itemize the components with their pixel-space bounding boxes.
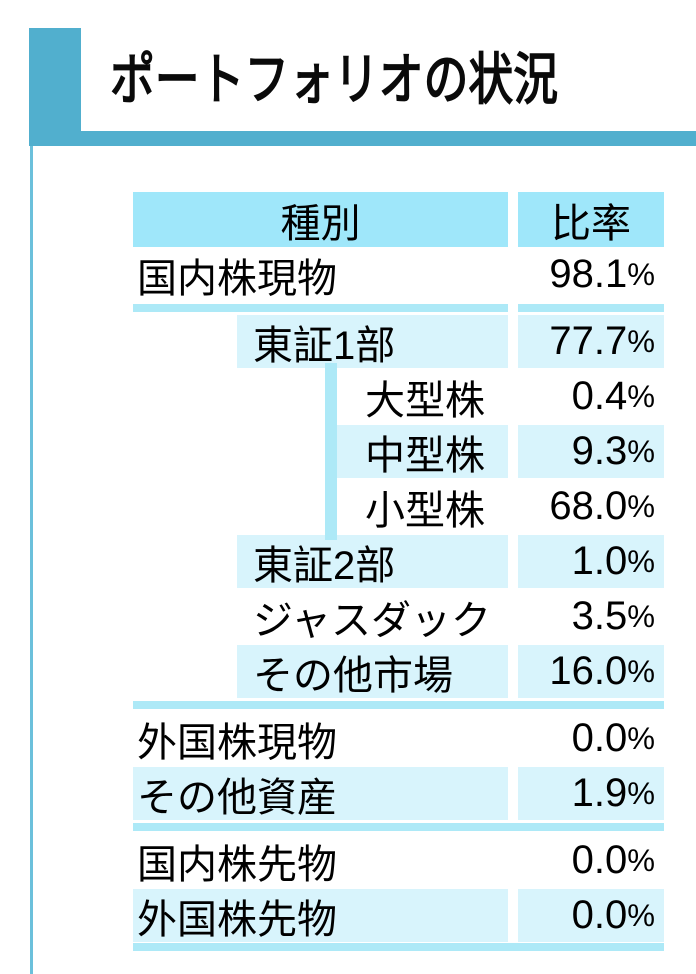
row-value: 0.4%: [571, 374, 655, 418]
row-value: 3.5%: [571, 594, 655, 638]
percent-sign: %: [627, 256, 655, 292]
row-value: 1.9%: [571, 771, 655, 815]
percent-sign: %: [627, 543, 655, 579]
row-value: 77.7%: [549, 319, 655, 363]
row-label: 小型株: [365, 488, 485, 533]
row-label: その他資産: [137, 775, 337, 820]
percent-sign: %: [627, 897, 655, 933]
row-label: 外国株先物: [137, 897, 337, 942]
percent-sign: %: [627, 323, 655, 359]
row-value: 0.0%: [571, 838, 655, 882]
value-cell-background: [518, 535, 664, 588]
indent-guide-bar: [325, 363, 337, 540]
row-label: 中型株: [365, 433, 485, 478]
row-value: 16.0%: [549, 649, 655, 693]
table-row: 外国株現物 0.0%: [133, 711, 664, 766]
value-cell-background: [518, 645, 664, 698]
table-row: 外国株先物 0.0%: [133, 888, 664, 943]
section-separator: [133, 701, 664, 709]
row-label: 国内株現物: [137, 256, 337, 301]
table-row: 国内株現物 98.1%: [133, 247, 664, 302]
percent-sign: %: [627, 598, 655, 634]
row-label: その他市場: [253, 653, 453, 698]
percent-sign: %: [627, 842, 655, 878]
table-row: 東証2部 1.0%: [133, 534, 664, 589]
title-underline-bar: [81, 131, 696, 146]
row-value: 0.0%: [571, 716, 655, 760]
value-cell-background: [518, 889, 664, 942]
row-value: 9.3%: [571, 429, 655, 473]
value-cell-background: [518, 315, 664, 368]
row-label: 東証2部: [253, 543, 396, 588]
table-row: その他資産 1.9%: [133, 766, 664, 821]
table-row: その他市場 16.0%: [133, 644, 664, 699]
percent-sign: %: [627, 378, 655, 414]
label-cell-background: [133, 889, 508, 942]
label-cell-background: [237, 535, 508, 588]
row-label: 国内株先物: [137, 842, 337, 887]
percent-sign: %: [627, 653, 655, 689]
label-cell-background: [337, 425, 508, 478]
row-value: 68.0%: [549, 484, 655, 528]
percent-sign: %: [627, 488, 655, 524]
label-cell-background: [237, 645, 508, 698]
section-separator: [133, 823, 664, 831]
row-value: 98.1%: [549, 252, 655, 296]
column-header-type: 種別: [133, 192, 508, 247]
table-row: 国内株先物 0.0%: [133, 833, 664, 888]
table-row: ジャスダック 3.5%: [133, 589, 664, 644]
title-accent-block: [29, 28, 81, 146]
table-row: 中型株 9.3%: [133, 424, 664, 479]
table-row: 小型株 68.0%: [133, 479, 664, 534]
value-cell-background: [518, 767, 664, 820]
portfolio-table: 種別 比率 国内株現物 98.1% 東証1部 77.7% 大型株 0.4% 中型株 9.3% 小…: [133, 192, 664, 952]
row-label: ジャスダック: [253, 598, 491, 643]
percent-sign: %: [627, 775, 655, 811]
row-label: 大型株: [365, 378, 485, 423]
table-row: 大型株 0.4%: [133, 369, 664, 424]
table-bottom-bar: [133, 943, 664, 951]
percent-sign: %: [627, 720, 655, 756]
section-separator: [133, 304, 508, 312]
row-label: 外国株現物: [137, 720, 337, 765]
row-value: 1.0%: [571, 539, 655, 583]
table-row: 東証1部 77.7%: [133, 314, 664, 369]
label-cell-background: [133, 767, 508, 820]
page-title: ポートフォリオの状況: [110, 48, 558, 111]
row-label: 東証1部: [253, 323, 396, 368]
column-header-ratio: 比率: [518, 192, 664, 247]
row-value: 0.0%: [571, 893, 655, 937]
percent-sign: %: [627, 433, 655, 469]
value-cell-background: [518, 425, 664, 478]
section-separator: [518, 304, 664, 312]
label-cell-background: [237, 315, 508, 368]
left-border-line: [30, 146, 33, 974]
